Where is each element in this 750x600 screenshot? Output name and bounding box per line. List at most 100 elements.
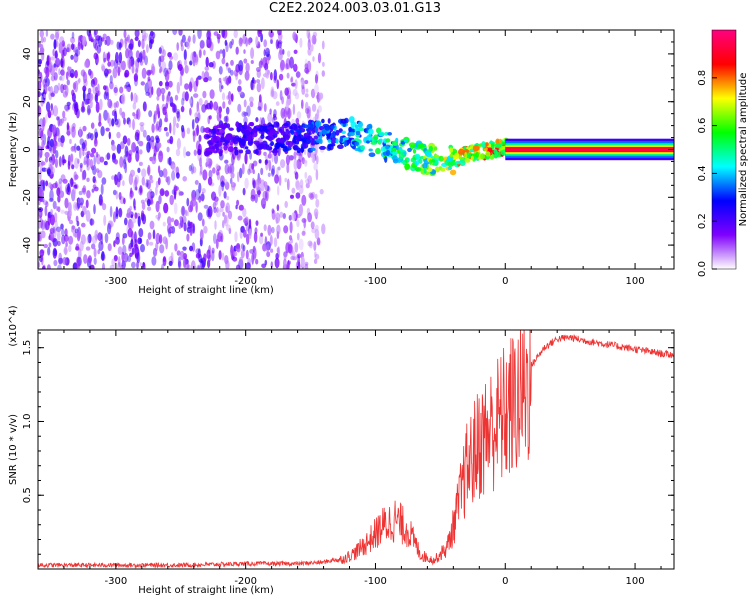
- noise-speckle: [241, 243, 245, 250]
- noise-speckle: [311, 155, 316, 163]
- noise-speckle: [106, 91, 110, 101]
- noise-speckle: [244, 70, 250, 81]
- noise-speckle: [60, 83, 64, 94]
- noise-speckle: [285, 99, 289, 112]
- signal-blob: [354, 147, 360, 152]
- noise-speckle: [53, 259, 58, 267]
- noise-speckle: [118, 256, 121, 268]
- noise-speckle: [203, 225, 208, 234]
- noise-speckle: [45, 30, 49, 37]
- noise-speckle: [203, 49, 206, 56]
- noise-speckle: [291, 212, 296, 221]
- noise-speckle: [304, 261, 309, 266]
- noise-speckle: [86, 235, 90, 244]
- noise-speckle: [51, 124, 57, 135]
- noise-speckle: [195, 248, 201, 254]
- noise-speckle: [77, 35, 81, 47]
- noise-speckle: [241, 111, 247, 118]
- noise-speckle: [98, 194, 103, 206]
- noise-speckle: [233, 251, 238, 257]
- noise-speckle: [199, 229, 204, 241]
- noise-speckle: [126, 137, 131, 146]
- noise-speckle: [147, 76, 151, 82]
- noise-speckle: [215, 163, 219, 170]
- noise-speckle: [194, 127, 198, 137]
- signal-blob: [481, 141, 486, 148]
- noise-speckle: [261, 263, 267, 269]
- noise-speckle: [139, 237, 143, 244]
- noise-speckle: [147, 164, 151, 177]
- noise-speckle: [314, 83, 319, 95]
- noise-speckle: [58, 156, 62, 168]
- noise-speckle: [302, 159, 308, 164]
- colorbar-label: Normalized spectral amplitude: [738, 73, 749, 227]
- noise-speckle: [141, 201, 146, 210]
- noise-speckle: [290, 76, 294, 83]
- noise-speckle: [316, 237, 321, 246]
- noise-speckle: [50, 108, 55, 116]
- noise-speckle: [286, 87, 292, 100]
- signal-blob: [454, 152, 460, 159]
- noise-speckle: [155, 135, 160, 141]
- noise-speckle: [43, 200, 48, 206]
- noise-speckle: [133, 92, 138, 104]
- noise-speckle: [212, 60, 216, 69]
- noise-speckle: [201, 70, 205, 80]
- noise-speckle: [174, 94, 179, 101]
- noise-speckle: [106, 152, 111, 160]
- signal-blob: [438, 155, 444, 162]
- y-tick-label: 1.0: [22, 414, 33, 430]
- noise-speckle: [148, 241, 154, 246]
- noise-speckle: [50, 56, 55, 61]
- noise-speckle: [157, 212, 161, 219]
- noise-speckle: [124, 217, 128, 226]
- noise-speckle: [109, 39, 114, 45]
- noise-speckle: [316, 155, 319, 165]
- noise-speckle: [146, 78, 153, 90]
- noise-speckle: [179, 216, 183, 221]
- noise-speckle: [38, 70, 41, 75]
- noise-speckle: [109, 205, 113, 218]
- noise-speckle: [311, 103, 317, 112]
- noise-speckle: [95, 101, 100, 113]
- noise-speckle: [253, 79, 257, 84]
- noise-speckle: [295, 261, 300, 269]
- noise-speckle: [53, 249, 58, 257]
- noise-speckle: [119, 156, 124, 168]
- signal-blob: [285, 128, 290, 135]
- noise-speckle: [90, 122, 95, 129]
- noise-speckle: [228, 99, 232, 105]
- noise-speckle: [50, 209, 53, 216]
- noise-speckle: [46, 140, 50, 149]
- noise-speckle: [94, 94, 97, 102]
- noise-speckle: [64, 228, 68, 237]
- noise-speckle: [299, 179, 304, 189]
- signal-blob: [458, 148, 465, 155]
- signal-blob: [449, 153, 454, 158]
- noise-speckle: [290, 194, 294, 199]
- noise-speckle: [173, 202, 178, 215]
- signal-blob: [373, 134, 379, 141]
- noise-speckle: [167, 228, 173, 233]
- noise-speckle: [267, 153, 272, 159]
- noise-speckle: [64, 245, 68, 256]
- noise-speckle: [198, 182, 202, 194]
- noise-speckle: [273, 237, 278, 248]
- noise-speckle: [183, 222, 187, 232]
- signal-blob: [311, 137, 315, 145]
- noise-speckle: [60, 118, 65, 124]
- noise-speckle: [311, 227, 316, 234]
- noise-speckle: [288, 235, 293, 241]
- noise-speckle: [41, 139, 45, 150]
- noise-speckle: [101, 177, 107, 185]
- noise-speckle: [168, 260, 173, 266]
- signal-blob: [295, 140, 300, 145]
- noise-speckle: [225, 202, 231, 214]
- noise-speckle: [135, 150, 140, 162]
- noise-speckle: [70, 177, 74, 188]
- signal-blob: [339, 135, 343, 143]
- noise-speckle: [86, 190, 91, 199]
- noise-speckle: [93, 257, 97, 265]
- noise-speckle: [53, 212, 58, 223]
- y-tick-label: 40: [22, 48, 33, 61]
